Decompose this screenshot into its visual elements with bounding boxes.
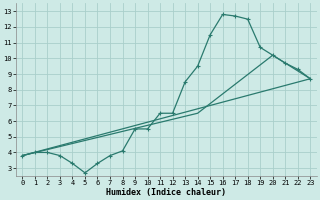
- X-axis label: Humidex (Indice chaleur): Humidex (Indice chaleur): [106, 188, 226, 197]
